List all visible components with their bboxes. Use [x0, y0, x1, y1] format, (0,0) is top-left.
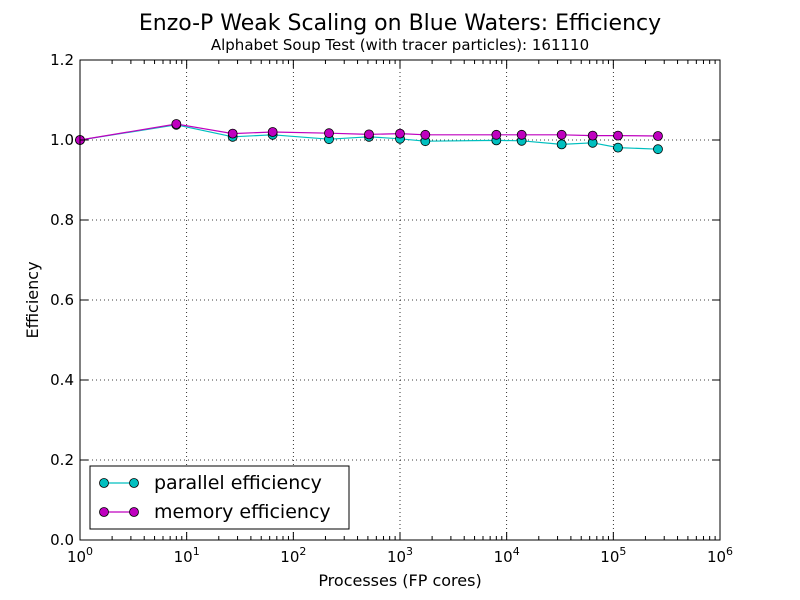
- x-tick-label: 102: [280, 545, 306, 566]
- legend-box: [89, 465, 350, 530]
- data-point: [516, 129, 527, 140]
- y-tick-label: 0.4: [50, 371, 74, 389]
- chart-title: Enzo-P Weak Scaling on Blue Waters: Effi…: [139, 11, 661, 36]
- series-layer: [75, 119, 663, 155]
- x-tick-label: 103: [387, 545, 413, 566]
- data-point: [556, 129, 567, 140]
- legend-marker: [99, 507, 109, 517]
- data-point: [171, 119, 182, 129]
- legend-marker: [129, 478, 139, 488]
- legend-marker: [99, 478, 109, 488]
- data-point: [556, 139, 567, 150]
- x-tick-label: 100: [67, 545, 93, 566]
- y-tick-label: 0.0: [50, 531, 74, 549]
- data-point: [653, 131, 663, 141]
- x-tick-label: 106: [707, 545, 733, 566]
- data-point: [653, 144, 663, 155]
- y-tick-label: 1.0: [50, 131, 74, 149]
- data-point: [227, 128, 238, 139]
- y-tick-label: 0.2: [50, 451, 74, 469]
- data-point: [587, 130, 598, 141]
- data-point: [267, 127, 278, 137]
- y-axis-label: Efficiency: [23, 261, 42, 338]
- legend-label-1: memory efficiency: [154, 501, 331, 523]
- legend-label-0: parallel efficiency: [154, 472, 322, 494]
- axis-ticks: 100 101 102 103 104 105 106 0.0 0.2 0.4 0.6 0.8 1.0 1…: [50, 51, 733, 566]
- series-line-0: [79, 124, 659, 150]
- legend: parallel efficiency memory efficiency: [89, 465, 350, 530]
- y-tick-label: 1.2: [50, 51, 74, 69]
- legend-marker: [129, 507, 139, 517]
- x-axis-label: Processes (FP cores): [318, 571, 481, 590]
- series-line-1: [79, 123, 659, 141]
- x-tick-label: 104: [494, 545, 520, 566]
- data-point: [613, 130, 623, 141]
- data-point: [491, 129, 502, 140]
- x-tick-label: 105: [600, 545, 626, 566]
- y-tick-label: 0.8: [50, 211, 74, 229]
- data-point: [420, 129, 431, 140]
- data-point: [613, 142, 623, 153]
- data-point: [324, 128, 334, 139]
- data-point: [364, 129, 374, 140]
- data-point: [395, 128, 405, 139]
- chart-subtitle: Alphabet Soup Test (with tracer particle…: [211, 36, 589, 54]
- y-tick-label: 0.6: [50, 291, 74, 309]
- x-tick-label: 101: [174, 545, 200, 566]
